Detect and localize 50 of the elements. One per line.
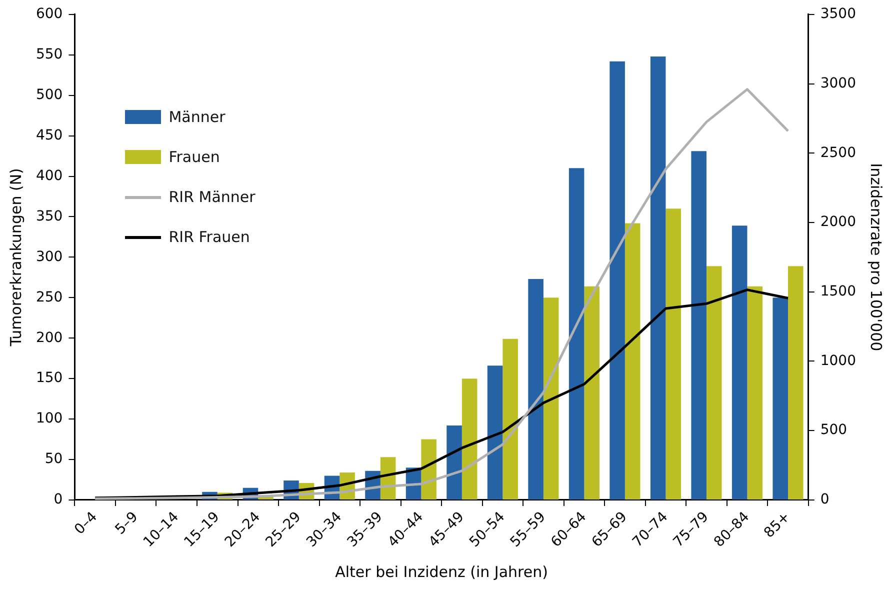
y2-tick-label: 2500 <box>820 144 856 161</box>
bar <box>543 298 559 500</box>
y-tick-label: 600 <box>36 6 63 22</box>
bar <box>568 168 584 500</box>
y-tick-label: 250 <box>36 289 63 306</box>
bar <box>691 151 706 500</box>
bar <box>747 286 763 500</box>
y-tick-label: 450 <box>36 127 63 144</box>
y-tick-label: 50 <box>44 451 63 468</box>
x-tick-label: 5–9 <box>112 509 142 538</box>
legend-label: RIR Männer <box>168 188 256 206</box>
bar <box>610 61 625 500</box>
legend-label: Männer <box>168 108 226 126</box>
y2-tick-label: 3000 <box>820 75 856 92</box>
y2-tick-label: 500 <box>820 422 848 438</box>
bar <box>772 298 788 500</box>
y-tick-label: 350 <box>36 208 63 224</box>
y2-tick-label: 1000 <box>820 352 856 369</box>
x-axis-title: Alter bei Inzidenz (in Jahren) <box>335 562 548 581</box>
y2-tick-label: 1500 <box>820 284 856 300</box>
bar <box>421 439 436 500</box>
y-tick-label: 100 <box>36 410 63 427</box>
bar <box>584 286 600 500</box>
y-tick-label: 0 <box>54 492 63 508</box>
bar <box>446 426 462 500</box>
bar <box>462 378 478 500</box>
legend-label: Frauen <box>168 148 220 166</box>
y-tick-label: 150 <box>36 370 63 386</box>
y2-tick-label: 2000 <box>820 214 856 230</box>
y2-tick-label: 0 <box>820 492 830 508</box>
y-tick-label: 300 <box>36 248 63 265</box>
bar <box>487 366 503 500</box>
y-tick-label: 200 <box>36 330 63 346</box>
y2-axis-title: Inzidenzrate pro 100'000 <box>867 163 886 352</box>
bar <box>788 266 804 500</box>
y-tick-label: 400 <box>36 168 63 184</box>
bar <box>502 338 518 500</box>
y-tick-label: 550 <box>36 46 63 63</box>
x-tick-label: 0–4 <box>72 508 101 538</box>
y-tick-label: 500 <box>36 86 63 103</box>
x-tick-label: 85+ <box>761 509 794 542</box>
legend-label: RIR Frauen <box>168 228 250 246</box>
bar <box>528 279 544 500</box>
bar <box>706 266 722 500</box>
y-axis-title: Tumorerkrankungen (N) <box>6 168 25 348</box>
bar <box>624 223 640 500</box>
bar <box>666 208 681 500</box>
bar <box>650 56 666 500</box>
bar <box>732 226 748 500</box>
y2-tick-label: 3500 <box>820 6 856 22</box>
